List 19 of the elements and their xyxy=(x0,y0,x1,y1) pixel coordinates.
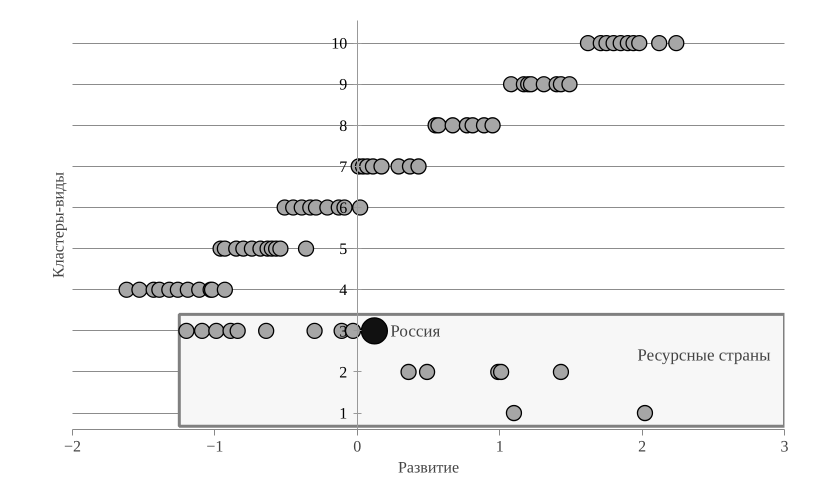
y-tick-label: 8 xyxy=(339,118,348,135)
y-tick-label: 4 xyxy=(339,282,348,300)
x-tick-label: 2 xyxy=(638,438,646,456)
band-label: Ресурсные страны xyxy=(637,345,772,364)
y-tick-label: 6 xyxy=(339,200,348,218)
y-tick-label: 10 xyxy=(331,36,348,53)
x-tick-label: −1 xyxy=(206,438,224,456)
y-tick-label: 1 xyxy=(339,406,348,423)
y-tick-label: 9 xyxy=(339,76,348,94)
x-axis-title: Развитие xyxy=(398,460,460,476)
x-tick-label: −2 xyxy=(64,438,82,456)
y-tick-label: 2 xyxy=(339,364,348,382)
y-axis-title: Кластеры-виды xyxy=(50,172,68,278)
x-tick-label: 0 xyxy=(353,438,362,456)
x-tick-label: 1 xyxy=(496,438,504,456)
y-tick-label: 7 xyxy=(339,158,348,176)
annotation: Россия xyxy=(390,321,441,340)
y-tick-label: 5 xyxy=(339,241,348,258)
x-tick-label: 3 xyxy=(780,438,788,456)
